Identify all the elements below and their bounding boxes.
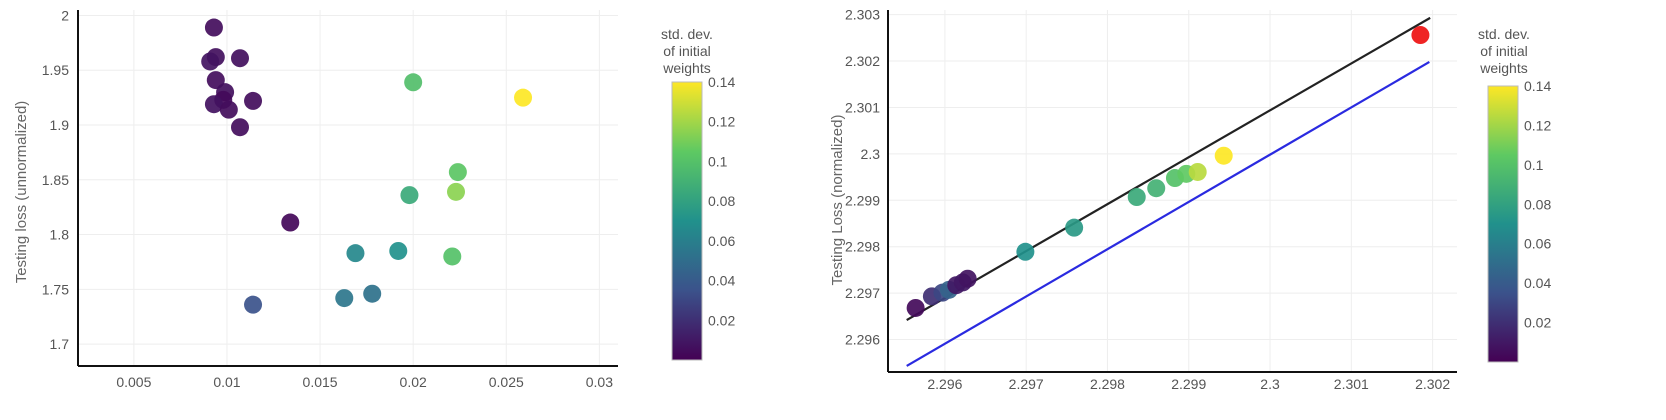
- data-point: [1214, 146, 1233, 165]
- left-scatter-chart: 0.005 0.01 0.015 0.02 0.025 0.03 1.7 1.75 1.8 1.8…: [13, 7, 735, 390]
- colorbar-tick-label: 0.08: [708, 193, 735, 209]
- y-tick-label: 1.95: [42, 62, 69, 78]
- y-tick-label: 2: [61, 7, 69, 23]
- colorbar-tick-label: 0.12: [708, 114, 735, 130]
- y-tick-label: 2.302: [845, 53, 880, 69]
- gridlines: [888, 10, 1457, 372]
- colorbar-title-line: of initial: [1480, 43, 1527, 59]
- y-tick-label: 2.303: [845, 7, 880, 23]
- colorbar-tick-label: 0.02: [708, 312, 735, 328]
- y-tick-label: 1.85: [42, 172, 69, 188]
- x-tick-label: 0.025: [489, 374, 524, 390]
- data-point: [1065, 218, 1084, 237]
- data-point: [443, 247, 462, 266]
- y-tick-label: 1.75: [42, 281, 69, 297]
- data-point: [1147, 179, 1166, 198]
- x-tick-label: 0.015: [303, 374, 338, 390]
- data-point: [346, 244, 365, 263]
- y-tick-label: 2.3: [861, 146, 881, 162]
- data-point: [201, 52, 220, 71]
- x-tick-label: 2.3: [1260, 376, 1280, 392]
- colorbar-tick-label: 0.1: [708, 153, 728, 169]
- colorbar-gradient: [1487, 85, 1519, 363]
- x-tick-label: 2.298: [1090, 376, 1125, 392]
- x-tick-label: 0.01: [213, 374, 240, 390]
- data-point: [1188, 162, 1207, 181]
- data-point: [219, 100, 238, 119]
- x-tick-label: 2.302: [1415, 376, 1450, 392]
- x-tick-label: 0.02: [400, 374, 427, 390]
- right-scatter-chart: 2.296 2.297 2.298 2.299 2.3 2.301 2.302 2.296 2.…: [829, 7, 1551, 392]
- data-point: [958, 269, 977, 288]
- colorbar-title-line: of initial: [663, 43, 710, 59]
- colorbar-tick-label: 0.04: [1524, 275, 1551, 291]
- y-tick-label: 2.297: [845, 285, 880, 301]
- x-tick-label: 2.297: [1009, 376, 1044, 392]
- fit-line: [906, 61, 1430, 367]
- data-point: [244, 295, 263, 314]
- data-point: [1411, 26, 1430, 45]
- colorbar-title-line: std. dev.: [661, 26, 713, 42]
- colorbar-tick-label: 0.04: [708, 273, 735, 289]
- colorbar-tick-label: 0.12: [1524, 117, 1551, 133]
- x-tick-label: 2.301: [1334, 376, 1369, 392]
- fit-line: [906, 16, 1431, 321]
- colorbar-tick-label: 0.14: [708, 74, 735, 90]
- colorbar-title-line: weights: [1479, 60, 1527, 76]
- y-axis-label: Testing Loss (normalized): [829, 115, 846, 286]
- data-point: [204, 18, 223, 37]
- colorbar-title-line: weights: [662, 60, 710, 76]
- colorbar-gradient: [671, 81, 703, 361]
- data-point: [514, 88, 533, 107]
- data-point: [335, 289, 354, 308]
- data-point: [204, 95, 223, 114]
- gridlines: [78, 10, 618, 366]
- data-point: [1016, 242, 1035, 261]
- data-point: [906, 298, 925, 317]
- colorbar-tick-label: 0.06: [708, 233, 735, 249]
- colorbar-tick-label: 0.02: [1524, 315, 1551, 331]
- data-point: [231, 118, 249, 137]
- data-point: [1127, 188, 1146, 207]
- y-tick-label: 2.299: [845, 192, 880, 208]
- colorbar-tick-label: 0.08: [1524, 196, 1551, 212]
- data-point: [448, 163, 467, 182]
- data-point: [281, 213, 300, 232]
- data-point: [400, 186, 419, 205]
- y-tick-label: 2.296: [845, 332, 880, 348]
- colorbar-tick-label: 0.1: [1524, 157, 1544, 173]
- x-tick-label: 0.005: [116, 374, 151, 390]
- y-axis-label: Testing loss (unnormalized): [13, 101, 30, 284]
- colorbar-tick-label: 0.06: [1524, 236, 1551, 252]
- data-point: [447, 182, 465, 201]
- y-tick-label: 2.301: [845, 99, 880, 115]
- y-tick-label: 1.7: [50, 336, 70, 352]
- colorbar-title-line: std. dev.: [1478, 26, 1530, 42]
- x-tick-label: 2.296: [927, 376, 962, 392]
- data-point: [404, 73, 423, 92]
- x-tick-label: 2.299: [1171, 376, 1206, 392]
- data-point: [231, 49, 249, 68]
- y-tick-label: 1.9: [50, 117, 70, 133]
- y-tick-label: 2.298: [845, 239, 880, 255]
- colorbar-tick-label: 0.14: [1524, 78, 1551, 94]
- data-point: [244, 91, 263, 110]
- data-point: [363, 284, 382, 303]
- data-point: [389, 241, 408, 260]
- x-tick-label: 0.03: [586, 374, 613, 390]
- y-tick-label: 1.8: [50, 227, 70, 243]
